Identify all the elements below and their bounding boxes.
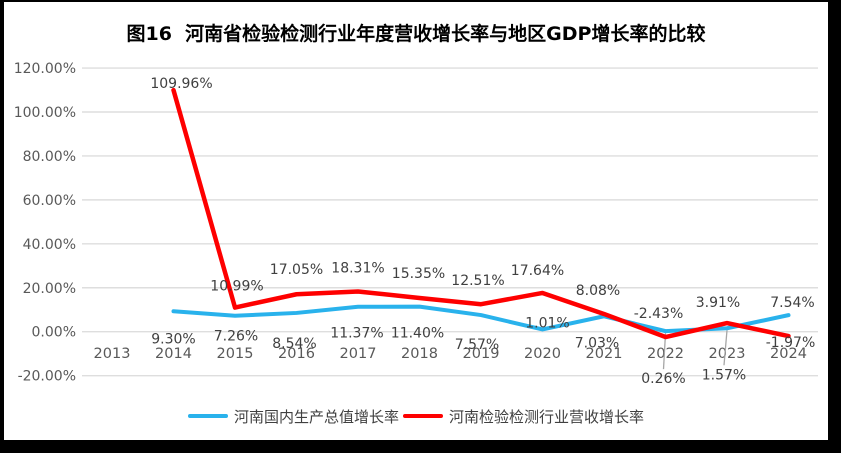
x-axis-label: 2019 [463, 346, 500, 362]
x-axis-label: 2015 [217, 346, 254, 362]
data-label: 15.35% [392, 266, 445, 282]
data-label: 0.26% [641, 371, 685, 387]
y-axis-tick-label: 20.00% [23, 281, 76, 297]
x-axis-label: 2014 [155, 346, 192, 362]
data-label: 8.08% [576, 283, 620, 299]
data-label: 17.64% [511, 263, 564, 279]
x-axis-label: 2023 [709, 346, 746, 362]
data-label: -2.43% [634, 306, 684, 322]
data-label: 12.51% [451, 273, 504, 289]
data-label: 18.31% [331, 260, 384, 276]
data-label: 1.01% [525, 315, 569, 331]
data-label: 1.57% [702, 367, 746, 383]
data-label: 7.57% [455, 337, 499, 353]
leader-line [723, 330, 728, 366]
x-axis-label: 2021 [586, 346, 623, 362]
industry-line-swatch-icon [403, 414, 443, 418]
y-axis-tick-label: 0.00% [32, 325, 76, 341]
data-label: 3.91% [696, 295, 740, 311]
y-axis-tick-label: 100.00% [14, 105, 76, 121]
data-label: -1.97% [766, 335, 816, 351]
x-axis-label: 2024 [770, 346, 807, 362]
legend-label-gdp: 河南国内生产总值增长率 [233, 407, 399, 426]
x-axis-label: 2022 [647, 346, 684, 362]
legend-label-industry: 河南检验检测行业营收增长率 [449, 407, 645, 426]
x-axis-label: 2018 [401, 346, 438, 362]
x-axis-label: 2020 [524, 346, 561, 362]
data-label: 10.99% [210, 279, 263, 295]
chart-title: 图16 河南省检验检测行业年度营收增长率与地区GDP增长率的比较 [126, 23, 706, 45]
data-label: 11.40% [391, 326, 444, 342]
data-label: 7.54% [770, 295, 814, 311]
data-label: 11.37% [330, 326, 383, 342]
x-axis-label: 2017 [340, 346, 377, 362]
y-axis-tick-label: 60.00% [23, 193, 76, 209]
y-axis-tick-label: 40.00% [23, 237, 76, 253]
data-label: 7.26% [214, 329, 258, 345]
legend: 河南国内生产总值增长率 河南检验检测行业营收增长率 [4, 405, 828, 427]
data-label: 109.96% [150, 76, 212, 92]
data-label: 17.05% [270, 262, 323, 278]
data-label: 8.54% [272, 336, 316, 352]
data-label: 7.03% [575, 335, 619, 351]
y-axis-tick-label: 80.00% [23, 149, 76, 165]
legend-item-gdp: 河南国内生产总值增长率 [187, 406, 399, 427]
legend-item-industry: 河南检验检测行业营收增长率 [403, 406, 644, 427]
series-line-1 [171, 87, 791, 340]
y-axis-tick-label: -20.00% [18, 369, 76, 385]
y-axis-tick-label: 120.00% [14, 61, 76, 77]
gdp-line-swatch-icon [187, 414, 228, 418]
x-axis-label: 2016 [278, 346, 315, 362]
x-axis-label: 2013 [94, 346, 131, 362]
data-label: 9.30% [151, 331, 195, 347]
